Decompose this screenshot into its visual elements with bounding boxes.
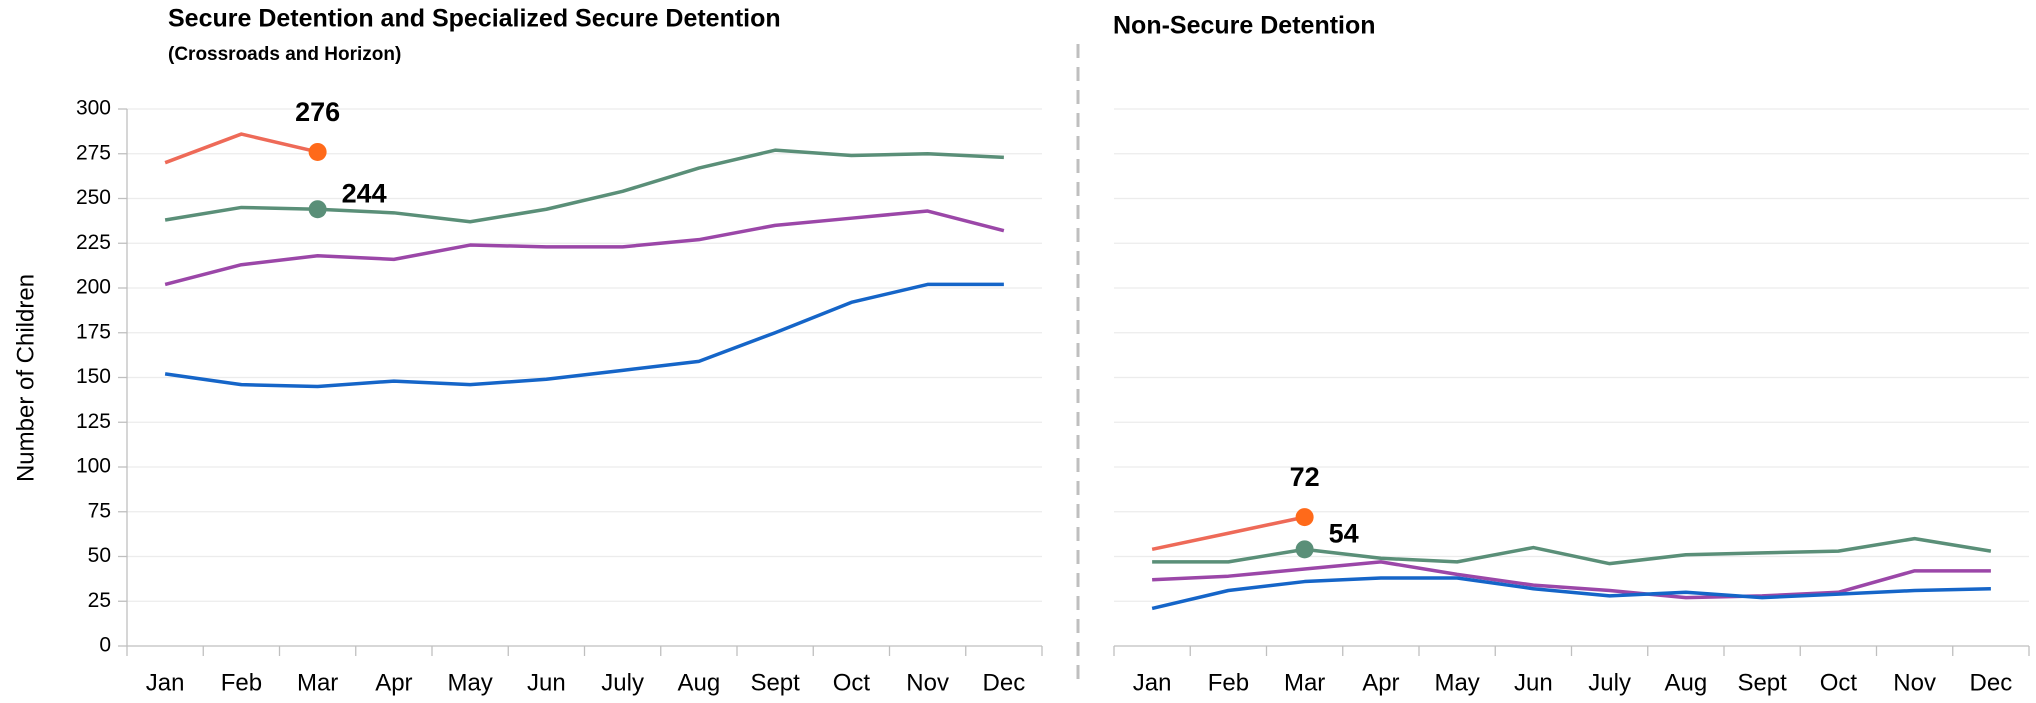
x-tick-label: Jun [527, 669, 566, 696]
x-tick-label: May [1434, 669, 1479, 696]
x-tick-label: Feb [1208, 669, 1249, 696]
x-tick-label: Jan [146, 669, 185, 696]
y-axis-label: Number of Children [12, 274, 39, 482]
chart-title: Secure Detention and Specialized Secure … [168, 5, 781, 33]
x-tick-label: Mar [1284, 669, 1325, 696]
y-tick-label: 300 [76, 97, 111, 120]
y-tick-label: 50 [88, 544, 111, 567]
x-tick-label: July [601, 669, 644, 696]
x-tick-label: Mar [297, 669, 338, 696]
data-label: 54 [1329, 518, 1359, 548]
x-tick-label: July [1588, 669, 1631, 696]
chart-title: Non-Secure Detention [1113, 12, 1376, 40]
y-tick-label: 0 [99, 634, 111, 657]
x-tick-label: Aug [678, 669, 721, 696]
x-tick-label: May [447, 669, 492, 696]
highlight-marker [308, 200, 327, 219]
x-tick-label: Jun [1514, 669, 1553, 696]
x-tick-label: Dec [1970, 669, 2013, 696]
x-tick-label: Apr [1362, 669, 1399, 696]
x-tick-label: Oct [1820, 669, 1858, 696]
y-tick-label: 200 [76, 276, 111, 299]
y-tick-label: 125 [76, 410, 111, 433]
highlight-marker [1295, 540, 1314, 559]
y-tick-label: 175 [76, 320, 111, 343]
data-label: 276 [295, 97, 340, 127]
series-line [1151, 515, 1305, 552]
x-tick-label: Sept [750, 669, 800, 696]
x-tick-label: Nov [906, 669, 949, 696]
highlight-marker [308, 142, 327, 161]
x-tick-label: Sept [1737, 669, 1787, 696]
y-tick-label: 275 [76, 141, 111, 164]
y-tick-label: 100 [76, 455, 111, 478]
series-line [1152, 560, 1991, 600]
series-line [1152, 536, 1992, 566]
series-line [164, 148, 1004, 224]
series-line [164, 209, 1005, 287]
y-tick-label: 150 [76, 365, 111, 388]
x-tick-label: Aug [1665, 669, 1708, 696]
data-label: 72 [1290, 462, 1320, 492]
chart-subtitle: (Crossroads and Horizon) [168, 44, 401, 65]
x-tick-label: Apr [375, 669, 412, 696]
x-tick-label: Nov [1893, 669, 1936, 696]
x-tick-label: Oct [833, 669, 871, 696]
y-tick-label: 25 [88, 589, 111, 612]
data-label: 244 [342, 178, 387, 208]
highlight-marker [1295, 508, 1314, 527]
y-tick-label: 250 [76, 186, 111, 209]
series-line [164, 132, 319, 165]
x-tick-label: Feb [221, 669, 262, 696]
y-tick-label: 75 [88, 499, 111, 522]
series-line [164, 282, 1004, 389]
x-tick-label: Jan [1133, 669, 1172, 696]
y-tick-label: 225 [76, 231, 111, 254]
x-tick-label: Dec [983, 669, 1026, 696]
series-line [1151, 576, 1991, 611]
